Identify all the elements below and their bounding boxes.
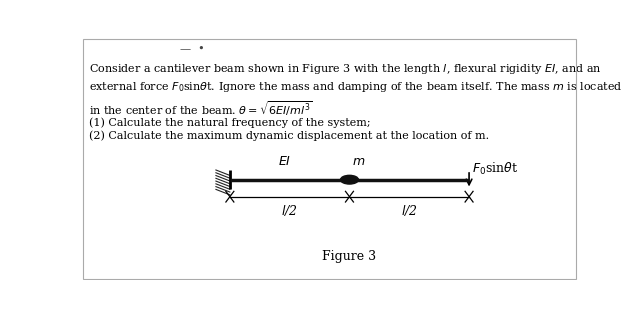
Text: $m$: $m$ [352,155,365,168]
Text: (2) Calculate the maximum dynamic displacement at the location of m.: (2) Calculate the maximum dynamic displa… [89,130,489,141]
Text: $l$/2: $l$/2 [401,203,418,218]
Circle shape [341,175,358,184]
Text: in the center of the beam. $\theta=\sqrt{6EI/ml^3}$: in the center of the beam. $\theta=\sqrt… [89,100,313,118]
Text: $l$/2: $l$/2 [281,203,298,218]
Text: external force $F_0$sin$\theta$t. Ignore the mass and damping of the beam itself: external force $F_0$sin$\theta$t. Ignore… [89,80,623,94]
Text: $F_0$sin$\theta$t: $F_0$sin$\theta$t [471,161,518,177]
Text: —  •: — • [180,44,204,54]
Text: (1) Calculate the natural frequency of the system;: (1) Calculate the natural frequency of t… [89,117,371,128]
Text: Figure 3: Figure 3 [322,250,377,263]
Text: Consider a cantilever beam shown in Figure 3 with the length $l$, flexural rigid: Consider a cantilever beam shown in Figu… [89,62,602,76]
Text: $EI$: $EI$ [278,155,291,168]
